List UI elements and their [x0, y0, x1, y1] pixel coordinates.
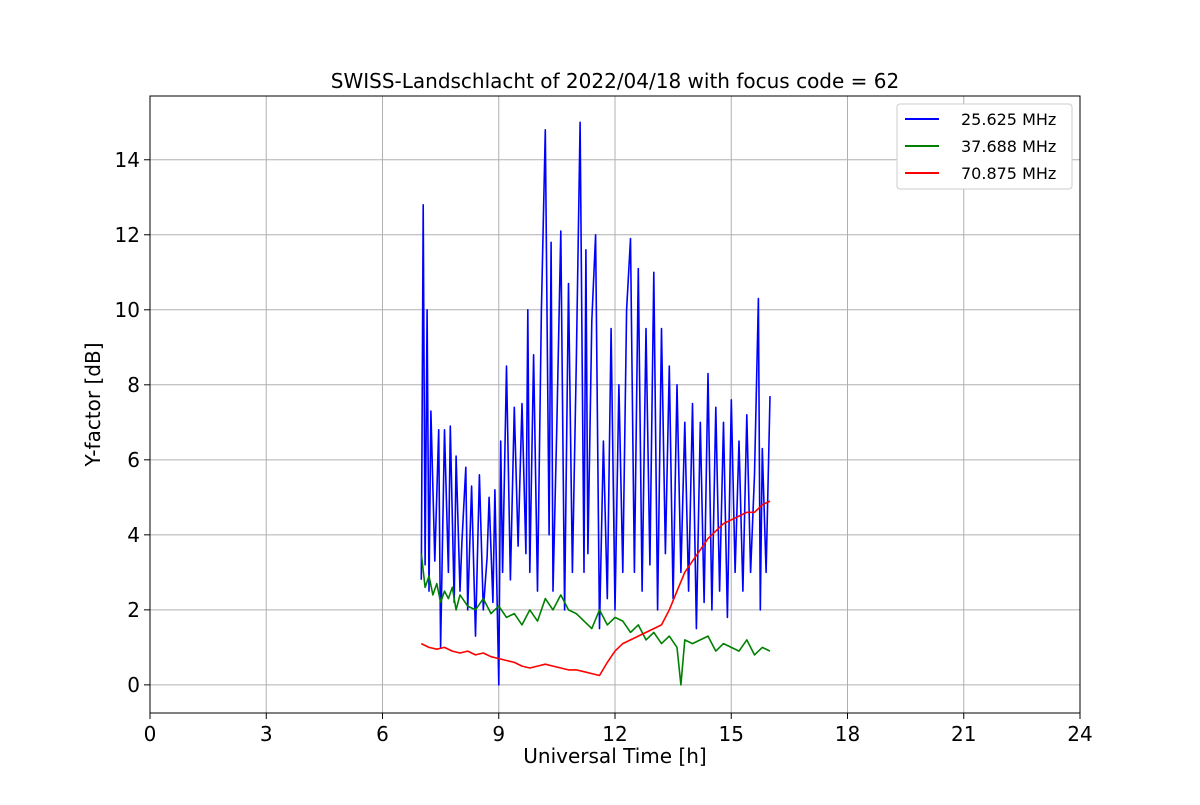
- series-line-3: [420, 500, 771, 677]
- y-tick-label: 14: [115, 148, 140, 172]
- y-tick-label: 2: [127, 598, 140, 622]
- x-tick-label: 24: [1067, 722, 1092, 746]
- x-tick-label: 21: [951, 722, 976, 746]
- legend-label: 70.875 MHz: [961, 164, 1056, 183]
- legend-label: 37.688 MHz: [961, 137, 1056, 156]
- y-tick-label: 10: [115, 298, 140, 322]
- y-axis-label: Y-factor [dB]: [81, 342, 105, 467]
- series-line-2: [420, 553, 771, 686]
- x-tick-label: 15: [719, 722, 744, 746]
- x-tick-label: 6: [376, 722, 389, 746]
- x-axis-label: Universal Time [h]: [523, 744, 706, 768]
- legend-label: 25.625 MHz: [961, 110, 1056, 129]
- x-tick-label: 18: [835, 722, 860, 746]
- series-line-1: [420, 121, 771, 686]
- x-tick-label: 3: [260, 722, 273, 746]
- y-tick-label: 12: [115, 223, 140, 247]
- series-lines: [420, 121, 771, 686]
- x-tick-label: 9: [492, 722, 505, 746]
- y-tick-label: 0: [127, 673, 140, 697]
- legend: 25.625 MHz 37.688 MHz 70.875 MHz: [896, 103, 1073, 190]
- y-tick-label: 4: [127, 523, 140, 547]
- y-tick-label: 8: [127, 373, 140, 397]
- y-tick-label: 6: [127, 448, 140, 472]
- legend-box: [896, 103, 1073, 190]
- x-tick-label: 0: [144, 722, 157, 746]
- x-tick-label: 12: [602, 722, 627, 746]
- chart-title: SWISS-Landschlacht of 2022/04/18 with fo…: [331, 69, 899, 93]
